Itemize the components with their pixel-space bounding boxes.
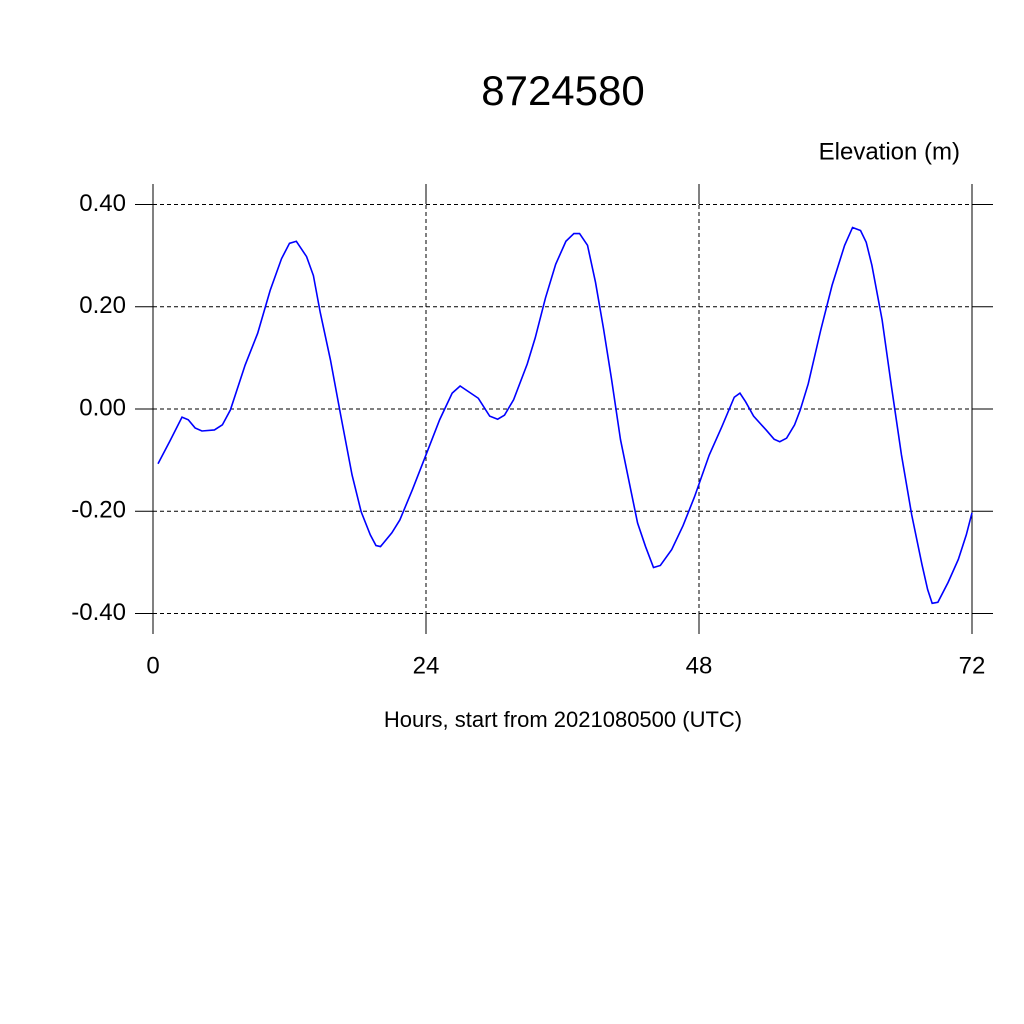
x-tick-label: 0	[146, 652, 159, 679]
y-axis-label: Elevation (m)	[819, 138, 960, 165]
x-tick-label: 72	[959, 652, 986, 679]
data-line	[157, 226, 973, 605]
x-tick-label: 24	[413, 652, 440, 679]
chart-title: 8724580	[481, 67, 645, 114]
x-axis-label: Hours, start from 2021080500 (UTC)	[384, 707, 742, 732]
y-tick-label: 0.00	[79, 394, 126, 421]
y-tick-label: 0.40	[79, 190, 126, 217]
x-tick-label: 48	[686, 652, 713, 679]
y-tick-label: -0.40	[71, 599, 126, 626]
y-tick-label: -0.20	[71, 497, 126, 524]
y-tick-label: 0.20	[79, 292, 126, 319]
